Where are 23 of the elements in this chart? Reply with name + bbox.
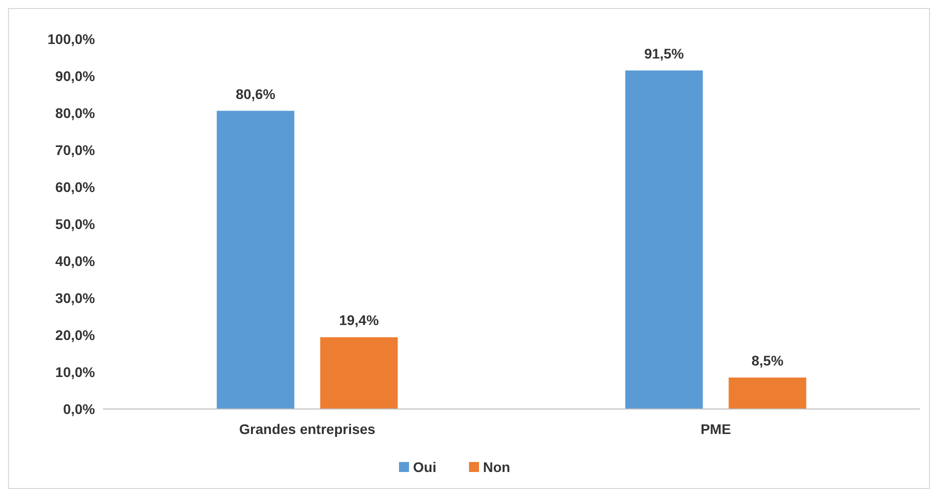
- data-label: 91,5%: [644, 45, 684, 62]
- data-label: 19,4%: [339, 312, 380, 328]
- legend-label: Oui: [413, 458, 436, 475]
- y-tick-label: 70,0%: [55, 142, 96, 158]
- y-tick-label: 100,0%: [48, 30, 96, 47]
- y-tick-label: 40,0%: [55, 252, 96, 269]
- y-tick-label: 10,0%: [55, 364, 96, 380]
- x-tick-label: PME: [700, 421, 731, 437]
- y-tick-label: 30,0%: [55, 290, 96, 306]
- y-tick-label: 60,0%: [55, 178, 96, 195]
- bar: [728, 378, 806, 409]
- data-label: 8,5%: [752, 352, 784, 369]
- y-tick-label: 90,0%: [55, 68, 96, 84]
- bar: [216, 110, 294, 409]
- y-tick-label: 50,0%: [55, 216, 96, 232]
- legend-label: Non: [483, 458, 510, 475]
- bar: [320, 337, 398, 409]
- y-tick-label: 0,0%: [63, 400, 96, 417]
- data-label: 80,6%: [236, 86, 276, 102]
- bar: [625, 70, 703, 409]
- y-tick-label: 20,0%: [55, 326, 96, 343]
- x-tick-label: Grandes entreprises: [239, 421, 376, 437]
- y-tick-label: 80,0%: [55, 104, 96, 121]
